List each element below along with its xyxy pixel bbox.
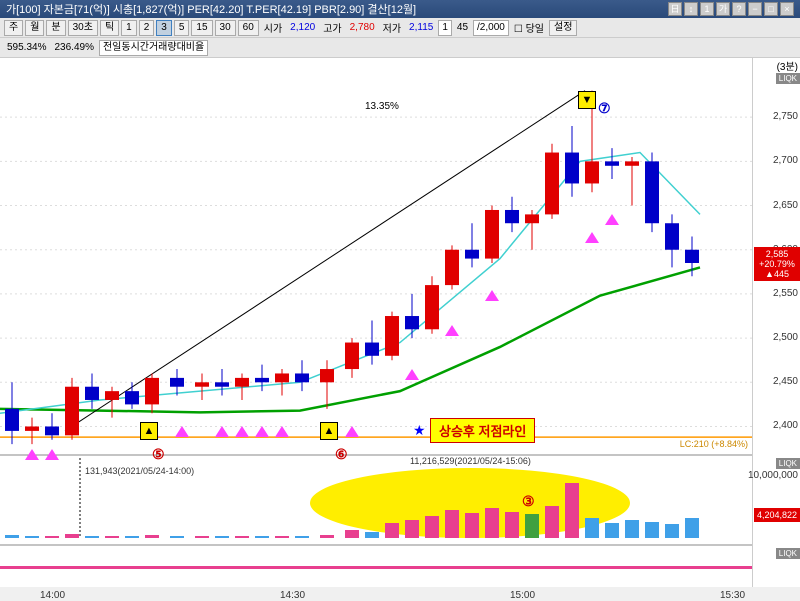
- marker-pink-up: [605, 214, 619, 225]
- timeframe-btn-5[interactable]: 5: [174, 20, 190, 36]
- title-text: 가[100] 자본금[71(억)] 시총[1,827(억)] PER[42.20…: [6, 1, 416, 17]
- indicator-badge-2: LIQK: [776, 458, 800, 469]
- marker-yellow-square: ▲: [320, 422, 338, 440]
- y-tick-2750: 2,750: [773, 111, 798, 122]
- marker-pink-up: [215, 426, 229, 437]
- y-tick-2450: 2,450: [773, 376, 798, 387]
- ratio-label: 전일동시간거래량대비율: [99, 40, 208, 56]
- win-btn-max[interactable]: □: [764, 2, 778, 16]
- timeframe-btn-15[interactable]: 15: [191, 20, 212, 36]
- val-high: 2,780: [347, 22, 378, 33]
- timeframe-label: (3분): [777, 58, 798, 73]
- circle-number: ⑥: [335, 446, 348, 463]
- chart-area: 13.35% LC:210 (+8.84%) 131,943(2021/05/24-…: [0, 58, 800, 587]
- price-chart[interactable]: 13.35% LC:210 (+8.84%) 131,943(2021/05/24-…: [0, 58, 752, 587]
- val-low: 2,115: [406, 22, 436, 33]
- marker-pink-up: [25, 449, 39, 460]
- vol-label-2: 11,216,529(2021/05/24-15:06): [410, 456, 531, 466]
- spin-val[interactable]: 1: [438, 20, 452, 36]
- y-tick-2550: 2,550: [773, 288, 798, 299]
- timeframe-btn-분[interactable]: 분: [46, 20, 65, 36]
- timeframe-btn-1[interactable]: 1: [121, 20, 137, 36]
- pct-1: 595.34%: [4, 42, 49, 53]
- indicator-badge-1: LIQK: [776, 73, 800, 84]
- marker-pink-up: [405, 369, 419, 380]
- timeframe-btn-60[interactable]: 60: [238, 20, 259, 36]
- lc-label: LC:210 (+8.84%): [680, 439, 748, 449]
- win-btn-2[interactable]: ↕: [684, 2, 698, 16]
- timeframe-btn-30초[interactable]: 30초: [68, 20, 98, 36]
- current-price-badge: 2,585+20.79%▲445: [754, 247, 800, 281]
- chk-today[interactable]: ☐ 당일: [511, 20, 547, 35]
- circle-number: ⑦: [598, 100, 611, 117]
- trend-pct-label: 13.35%: [365, 101, 399, 112]
- circle-number: ⑤: [152, 446, 165, 463]
- btn-settings[interactable]: 설정: [549, 20, 577, 36]
- dropdown-val[interactable]: 45: [454, 22, 471, 33]
- vol-y-tick: 10,000,000: [748, 470, 798, 481]
- vol-badge: 4,204,822: [754, 508, 800, 522]
- label-open: 시가: [261, 20, 285, 35]
- y-tick-2500: 2,500: [773, 332, 798, 343]
- y-tick-2650: 2,650: [773, 200, 798, 211]
- slash-val[interactable]: /2,000: [473, 20, 509, 36]
- toolbar-row2: 595.34% 236.49% 전일동시간거래량대비율: [0, 38, 800, 58]
- timeframe-btn-틱[interactable]: 틱: [100, 20, 119, 36]
- y-axis: (3분) 2,4002,4502,5002,5502,6002,6502,700…: [752, 58, 800, 587]
- toolbar-row1: 주월분30초틱1235153060시가2,120고가2,780저가2,11514…: [0, 18, 800, 38]
- marker-pink-up: [275, 426, 289, 437]
- val-open: 2,120: [287, 22, 318, 33]
- timeframe-btn-3[interactable]: 3: [156, 20, 172, 36]
- indicator-badge-3: LIQK: [776, 548, 800, 559]
- win-btn-3[interactable]: 1: [700, 2, 714, 16]
- win-btn-4[interactable]: 가: [716, 2, 730, 16]
- timeframe-btn-2[interactable]: 2: [139, 20, 155, 36]
- chart-svg: [0, 58, 752, 587]
- timeframe-btn-주[interactable]: 주: [4, 20, 23, 36]
- marker-pink-up: [485, 290, 499, 301]
- window-controls: 日 ↕ 1 가 ? − □ ×: [668, 2, 794, 16]
- win-btn-min[interactable]: −: [748, 2, 762, 16]
- vol-label-1: 131,943(2021/05/24-14:00): [85, 466, 194, 476]
- timeframe-btn-30[interactable]: 30: [215, 20, 236, 36]
- win-btn-1[interactable]: 日: [668, 2, 682, 16]
- win-btn-close[interactable]: ×: [780, 2, 794, 16]
- marker-pink-up: [235, 426, 249, 437]
- y-tick-2400: 2,400: [773, 420, 798, 431]
- titlebar: 가[100] 자본금[71(억)] 시총[1,827(억)] PER[42.20…: [0, 0, 800, 18]
- marker-pink-up: [445, 325, 459, 336]
- marker-pink-up: [345, 426, 359, 437]
- label-low: 저가: [380, 20, 404, 35]
- y-tick-2700: 2,700: [773, 155, 798, 166]
- star-marker: ★: [413, 422, 426, 439]
- circle-number: ③: [522, 493, 535, 510]
- marker-yellow-square: ▼: [578, 91, 596, 109]
- label-high: 고가: [320, 20, 344, 35]
- marker-yellow-square: ▲: [140, 422, 158, 440]
- marker-pink-up: [585, 232, 599, 243]
- pct-2: 236.49%: [51, 42, 96, 53]
- win-btn-5[interactable]: ?: [732, 2, 746, 16]
- annotation-box: 상승후 저점라인: [430, 418, 535, 443]
- marker-pink-up: [255, 426, 269, 437]
- timeframe-btn-월[interactable]: 월: [25, 20, 44, 36]
- marker-pink-up: [175, 426, 189, 437]
- marker-pink-up: [45, 449, 59, 460]
